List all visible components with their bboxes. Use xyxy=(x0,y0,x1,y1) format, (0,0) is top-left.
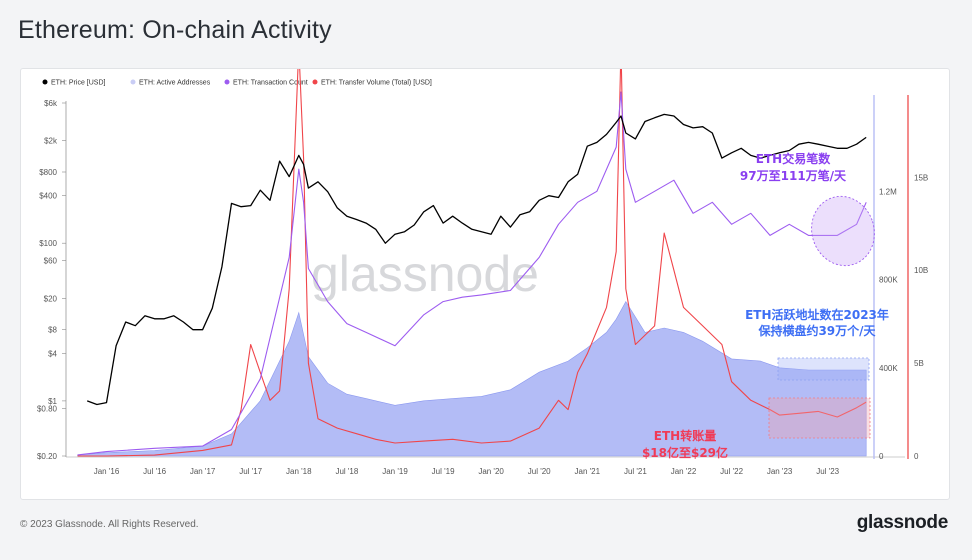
glassnode-logo: glassnode xyxy=(856,512,949,533)
y-left-tick-label: $8 xyxy=(48,326,57,335)
x-tick-label: Jul '17 xyxy=(239,467,262,476)
x-tick-label: Jul '20 xyxy=(528,467,551,476)
y-mid-tick-label: 400K xyxy=(879,364,898,373)
x-tick-label: Jul '16 xyxy=(143,467,166,476)
x-tick-label: Jan '21 xyxy=(575,467,601,476)
watermark: glassnode xyxy=(311,246,539,302)
y-left-tick-label: $400 xyxy=(39,192,57,201)
x-tick-label: Jan '23 xyxy=(767,467,793,476)
annotation-tx-line2: 97万至111万笔/天 xyxy=(740,168,847,183)
y-left-tick-label: $1 xyxy=(48,397,57,406)
y-left-tick-label: $20 xyxy=(44,294,58,303)
series-active-addresses xyxy=(77,301,867,457)
x-axis-ticks: Jan '16 Jul '16 Jan '17 Jul '17 Jan '18 Jul '… xyxy=(94,467,840,476)
legend-label-transaction-count: ETH: Transaction Count xyxy=(233,80,308,87)
y-left-tick-label: $0.20 xyxy=(37,452,58,461)
series-transaction-count xyxy=(77,91,867,456)
y-right-tick-label: 5B xyxy=(914,359,924,368)
y-left-tick-label: $100 xyxy=(39,239,57,248)
y-left-tick-label: $60 xyxy=(44,257,58,266)
y-left-tick-label: $2k xyxy=(44,137,58,146)
legend: ETH: Price [USD] ETH: Active Addresses E… xyxy=(42,79,432,87)
y-left-tick-label: $800 xyxy=(39,168,57,177)
x-tick-label: Jul '22 xyxy=(720,467,743,476)
legend-swatch-price xyxy=(42,79,48,85)
series-price xyxy=(86,113,867,406)
transaction-count-line xyxy=(77,91,867,456)
x-tick-label: Jan '18 xyxy=(286,467,312,476)
legend-label-transfer-volume: ETH: Transfer Volume (Total) [USD] xyxy=(321,80,432,87)
x-tick-label: Jul '18 xyxy=(335,467,358,476)
transfer-volume-highlight xyxy=(768,397,871,439)
y-right-tick-label: 0 xyxy=(914,452,919,461)
y-mid-axis-ticks: 1.2M 800K 400K 0 xyxy=(879,187,898,461)
legend-item-transaction-count[interactable]: ETH: Transaction Count xyxy=(224,79,308,87)
x-tick-label: Jul '19 xyxy=(432,467,455,476)
chart-svg: ETH: Price [USD] ETH: Active Addresses E… xyxy=(37,69,928,476)
legend-label-price: ETH: Price [USD] xyxy=(51,80,106,87)
x-tick-label: Jan '19 xyxy=(382,467,408,476)
x-tick-label: Jan '16 xyxy=(94,467,120,476)
annotation-active-line2: 保持横盘约39万个/天 xyxy=(757,323,876,338)
legend-label-active-addresses: ETH: Active Addresses xyxy=(139,80,211,87)
y-right-axis-ticks: 15B 10B 5B 0 xyxy=(914,173,928,461)
y-mid-tick-label: 0 xyxy=(879,452,884,461)
chart-card: ETH: Price [USD] ETH: Active Addresses E… xyxy=(20,68,950,500)
x-tick-label: Jan '17 xyxy=(190,467,216,476)
price-line xyxy=(86,113,867,406)
legend-swatch-active-addresses xyxy=(130,79,136,85)
y-mid-tick-label: 800K xyxy=(879,276,898,285)
y-left-tick-label: $4 xyxy=(48,349,57,358)
legend-swatch-transaction-count xyxy=(224,79,230,85)
legend-swatch-transfer-volume xyxy=(312,79,318,85)
legend-item-transfer-volume[interactable]: ETH: Transfer Volume (Total) [USD] xyxy=(312,79,432,87)
y-left-axis-ticks: $6k $2k $800 $400 $100 $60 $20 $8 $4 $1$0.80 $0.20 xyxy=(37,99,66,461)
active-addresses-area xyxy=(77,301,867,457)
annotation-tx-line1: ETH交易笔数 xyxy=(756,151,831,166)
x-tick-label: Jan '22 xyxy=(671,467,697,476)
transfer-volume-line xyxy=(77,69,867,457)
series-transfer-volume xyxy=(77,69,867,457)
annotation-volume-line1: ETH转账量 xyxy=(654,428,716,443)
legend-item-price[interactable]: ETH: Price [USD] xyxy=(42,79,106,87)
x-tick-label: Jul '21 xyxy=(624,467,647,476)
x-tick-label: Jul '23 xyxy=(816,467,839,476)
y-right-tick-label: 15B xyxy=(914,173,928,182)
annotation-active-line1: ETH活跃地址数在2023年 xyxy=(745,307,889,322)
annotation-volume-line2: $18亿至$29亿 xyxy=(642,445,728,460)
transaction-count-highlight xyxy=(811,195,875,267)
active-address-highlight xyxy=(777,357,870,381)
y-right-tick-label: 10B xyxy=(914,266,928,275)
y-left-tick-label: $6k xyxy=(44,99,58,108)
x-tick-label: Jan '20 xyxy=(478,467,504,476)
legend-item-active-addresses[interactable]: ETH: Active Addresses xyxy=(130,79,211,87)
y-mid-tick-label: 1.2M xyxy=(879,187,897,196)
copyright-text: © 2023 Glassnode. All Rights Reserved. xyxy=(20,519,199,530)
y-left-tick-label: $0.80 xyxy=(37,405,58,414)
page-title: Ethereum: On-chain Activity xyxy=(18,16,332,44)
